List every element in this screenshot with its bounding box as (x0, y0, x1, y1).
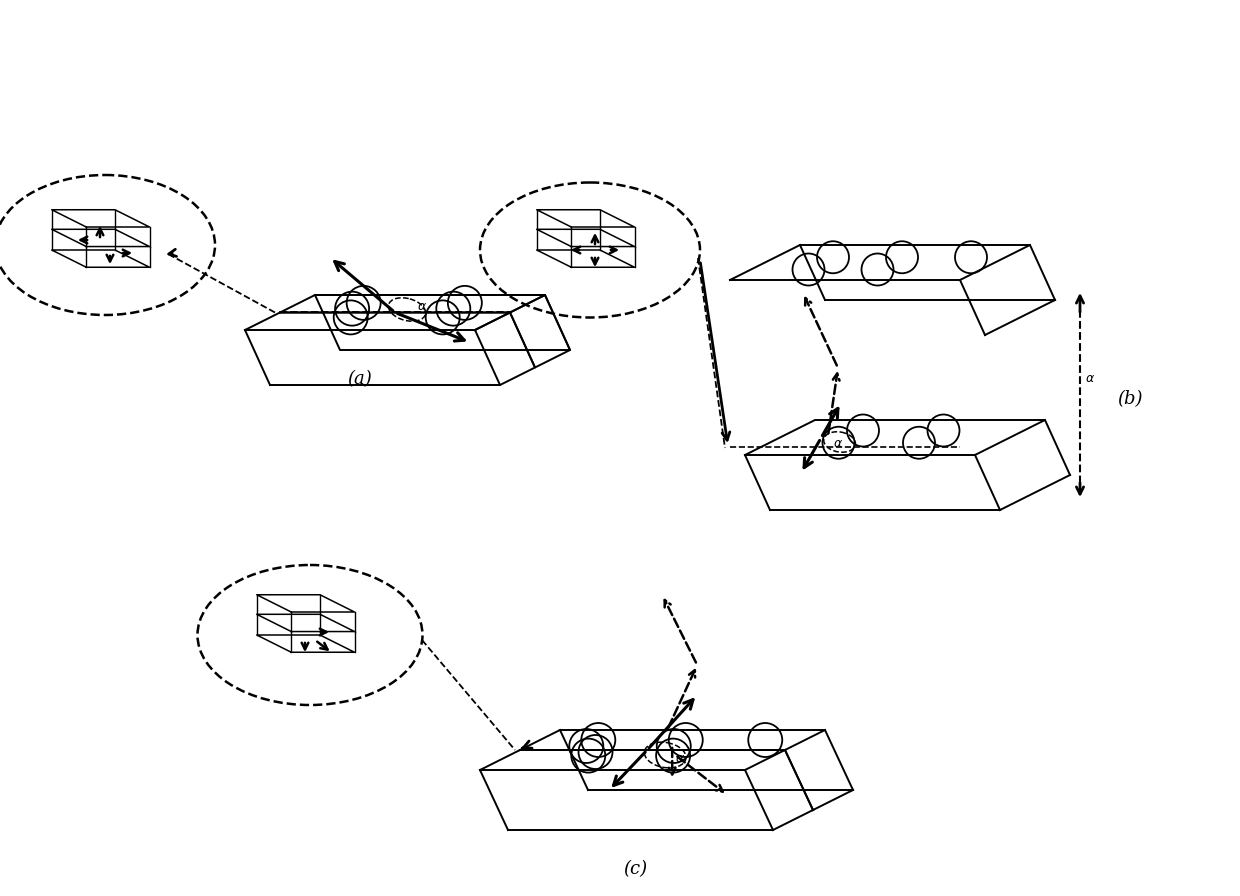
Text: (c): (c) (622, 860, 647, 878)
Text: $\alpha$: $\alpha$ (1085, 373, 1095, 385)
Text: $\alpha$: $\alpha$ (833, 437, 843, 450)
Text: $\alpha$: $\alpha$ (417, 300, 427, 314)
Text: (a): (a) (347, 370, 372, 388)
Text: (b): (b) (1117, 390, 1143, 408)
Text: $\alpha$: $\alpha$ (676, 752, 686, 765)
